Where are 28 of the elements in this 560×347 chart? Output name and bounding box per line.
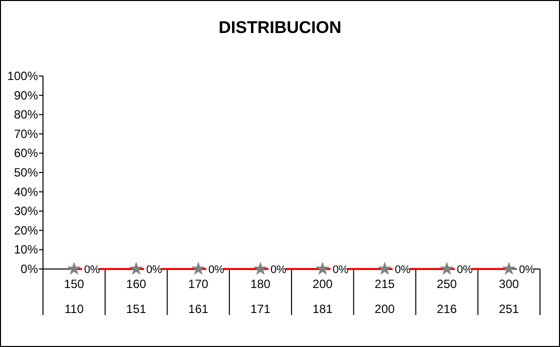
y-tick-label: 60% bbox=[14, 146, 38, 160]
data-label: 0% bbox=[394, 264, 411, 276]
data-label: 0% bbox=[208, 264, 224, 276]
y-tick-label: 30% bbox=[14, 204, 38, 218]
data-label: 0% bbox=[84, 264, 100, 276]
x-tick-label: 180 171 bbox=[250, 277, 271, 316]
data-label: 0% bbox=[332, 264, 349, 276]
y-tick-label: 70% bbox=[14, 126, 38, 141]
y-tick-label: 50% bbox=[14, 166, 38, 180]
y-tick-label: 80% bbox=[14, 108, 38, 122]
y-tick-label: 90% bbox=[14, 88, 38, 102]
x-tick-label: 160 151 bbox=[126, 277, 147, 316]
data-label: 0% bbox=[456, 264, 473, 276]
data-label: 0% bbox=[518, 264, 536, 276]
y-tick-label: 100% bbox=[7, 69, 38, 83]
data-label: 0% bbox=[146, 264, 162, 276]
x-tick-label: 250 216 bbox=[436, 277, 458, 316]
data-label: 0% bbox=[270, 264, 287, 276]
x-tick-label: 200 181 bbox=[312, 277, 333, 316]
x-tick-label: 215 200 bbox=[374, 277, 396, 316]
y-tick-label: 10% bbox=[14, 242, 38, 257]
y-tick-label: 20% bbox=[14, 223, 38, 238]
x-tick-label: 300 251 bbox=[498, 277, 520, 316]
x-tick-label: 170 161 bbox=[188, 277, 209, 316]
x-tick-label: 150 110 bbox=[64, 277, 84, 316]
y-tick-label: 40% bbox=[14, 184, 38, 199]
chart-title: DISTRIBUCION bbox=[218, 18, 342, 37]
y-tick-label: 0% bbox=[20, 262, 38, 276]
